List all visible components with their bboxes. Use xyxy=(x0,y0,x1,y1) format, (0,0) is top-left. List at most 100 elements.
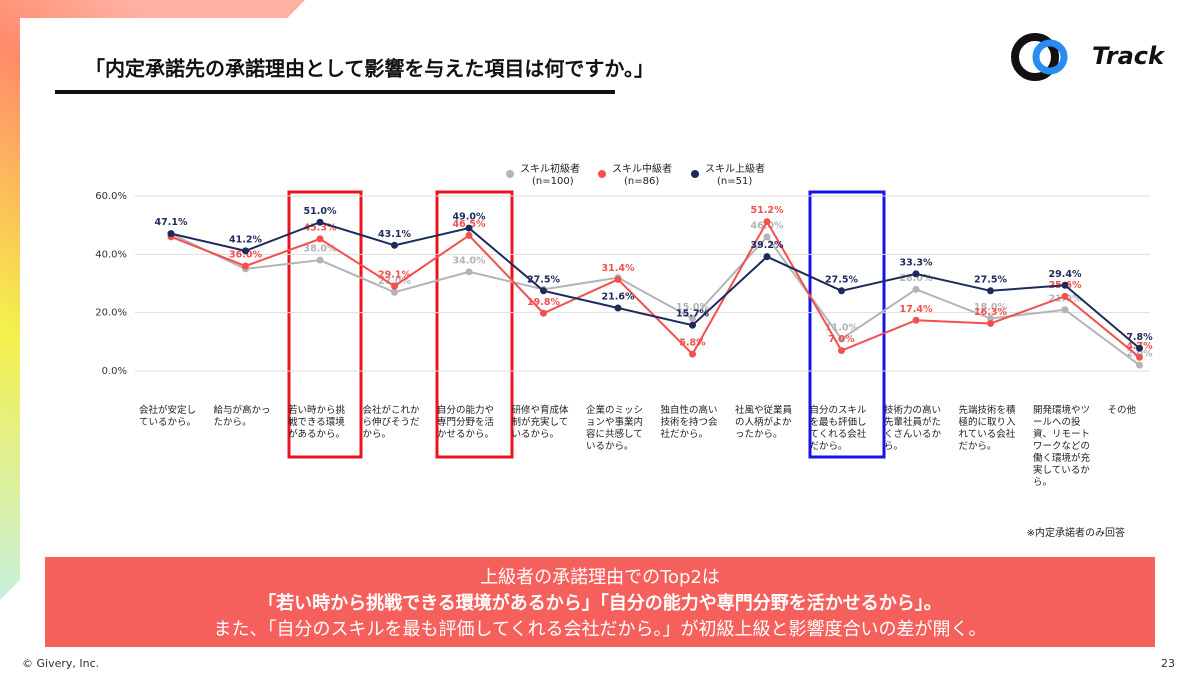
panel xyxy=(20,18,1200,658)
data-label: 29.4% xyxy=(1049,269,1082,280)
data-label: 51.2% xyxy=(751,205,784,216)
data-label: 21.6% xyxy=(602,292,635,303)
title: 「内定承諾先の承諾理由として影響を与えた項目は何ですか。」 xyxy=(85,57,654,81)
banner-line: また、「自分のスキルを最も評価してくれる会社だから。」が初級上級と影響度合いの差… xyxy=(214,619,987,640)
x-tick-label: 会社が安定しているから。 xyxy=(139,405,197,428)
y-tick-label: 40.0% xyxy=(95,249,127,260)
data-label: 15.7% xyxy=(676,309,709,320)
point xyxy=(465,268,473,276)
point xyxy=(1136,344,1143,352)
point xyxy=(1136,361,1143,369)
point xyxy=(242,262,249,270)
data-label: 34.0% xyxy=(453,255,486,266)
point xyxy=(1061,281,1069,289)
data-label: 27.0% xyxy=(378,276,411,287)
data-label: 45.3% xyxy=(304,222,337,233)
point xyxy=(912,270,920,278)
point xyxy=(987,315,994,322)
point xyxy=(316,235,324,243)
data-label: 49.0% xyxy=(453,212,486,223)
y-tick-label: 0.0% xyxy=(102,366,127,377)
data-label: 5.8% xyxy=(679,338,706,349)
data-label: 27.5% xyxy=(527,274,560,285)
data-label: 11.0% xyxy=(825,322,858,333)
point xyxy=(540,287,547,295)
copyright: © Givery, Inc. xyxy=(22,657,99,670)
point xyxy=(763,233,771,241)
data-label: 18.0% xyxy=(974,302,1007,313)
data-label: 38.0% xyxy=(304,244,337,255)
point xyxy=(391,282,398,290)
point xyxy=(838,347,845,355)
point xyxy=(1136,353,1143,361)
data-label: 7.0% xyxy=(828,334,855,345)
banner-line: 上級者の承諾理由でのTop2は xyxy=(480,567,720,588)
logo-mark xyxy=(1011,33,1068,81)
highlight-box xyxy=(287,190,363,459)
data-label: 15.0% xyxy=(676,302,709,313)
point xyxy=(838,287,845,295)
legend-label: スキル中級者 xyxy=(612,162,672,175)
y-tick-label: 20.0% xyxy=(95,308,127,319)
point xyxy=(912,285,920,293)
data-label: 43.1% xyxy=(378,229,411,240)
data-label: 27.5% xyxy=(974,274,1007,285)
point xyxy=(763,253,771,261)
point xyxy=(540,309,547,317)
point xyxy=(1061,306,1069,314)
x-tick-label: 独自性の高い技術を持つ会社だから。 xyxy=(660,405,718,440)
x-tick-label: 先端技術を積極的に取り入れている会社だから。 xyxy=(958,405,1016,452)
x-tick-label: 会社がこれから伸びそうだから。 xyxy=(362,405,420,440)
series-line xyxy=(170,233,1141,366)
x-tick-label: 開発環境やツールへの投資、リモートワークなどの働く環境が充実しているから。 xyxy=(1033,405,1091,488)
point xyxy=(391,288,398,296)
point xyxy=(316,256,324,264)
data-label: 17.4% xyxy=(900,304,933,315)
data-label: 47.1% xyxy=(155,217,188,228)
banner xyxy=(45,557,1155,647)
x-tick-label: 企業のミッションや事業内容に共感しているから。 xyxy=(586,405,644,452)
legend-label: スキル初級者 xyxy=(520,162,580,175)
series-line xyxy=(170,221,1141,350)
x-tick-label: 給与が高かったから。 xyxy=(213,405,271,428)
y-tick-label: 60.0% xyxy=(95,191,127,202)
data-label: 46.0% xyxy=(751,220,784,231)
legend-marker xyxy=(691,170,699,178)
highlight-box xyxy=(435,190,514,459)
page-number: 23 xyxy=(1161,657,1175,670)
data-label: 31.4% xyxy=(602,263,635,274)
point xyxy=(689,350,696,358)
data-label: 19.8% xyxy=(527,297,560,308)
banner-line: 「若い時から挑戦できる環境があるから」「自分の能力や専門分野を活かせるから」。 xyxy=(258,592,942,614)
legend-marker xyxy=(506,170,514,178)
point xyxy=(242,247,249,255)
legend-marker xyxy=(598,170,606,178)
point xyxy=(987,287,994,295)
point xyxy=(614,275,622,283)
data-label: 46.5% xyxy=(453,219,486,230)
x-tick-label: 社風や従業員の人柄がよかったから。 xyxy=(735,405,793,440)
point xyxy=(912,316,920,324)
x-tick-label: 自分の能力や専門分野を活かせるから。 xyxy=(437,405,495,440)
point xyxy=(689,315,696,322)
legend-label: スキル上級者 xyxy=(705,162,765,175)
point xyxy=(838,335,845,343)
data-label: 41.2% xyxy=(229,234,262,245)
data-label: 7.8% xyxy=(1126,332,1153,343)
logo-text: Track xyxy=(1092,42,1166,70)
x-tick-label: その他 xyxy=(1107,405,1137,416)
x-tick-label: 若い時から挑戦できる環境があるから。 xyxy=(288,405,346,440)
highlight-box xyxy=(808,190,886,459)
point xyxy=(689,321,696,329)
legend-sample: (n=100) xyxy=(532,176,574,187)
point xyxy=(614,304,622,312)
point xyxy=(391,241,398,249)
point xyxy=(763,218,771,226)
point xyxy=(316,218,324,226)
data-label: 29.1% xyxy=(378,270,411,281)
data-label: 28.0% xyxy=(900,273,933,284)
legend-sample: (n=86) xyxy=(624,176,659,187)
data-label: 33.3% xyxy=(900,257,933,268)
point xyxy=(167,230,175,238)
